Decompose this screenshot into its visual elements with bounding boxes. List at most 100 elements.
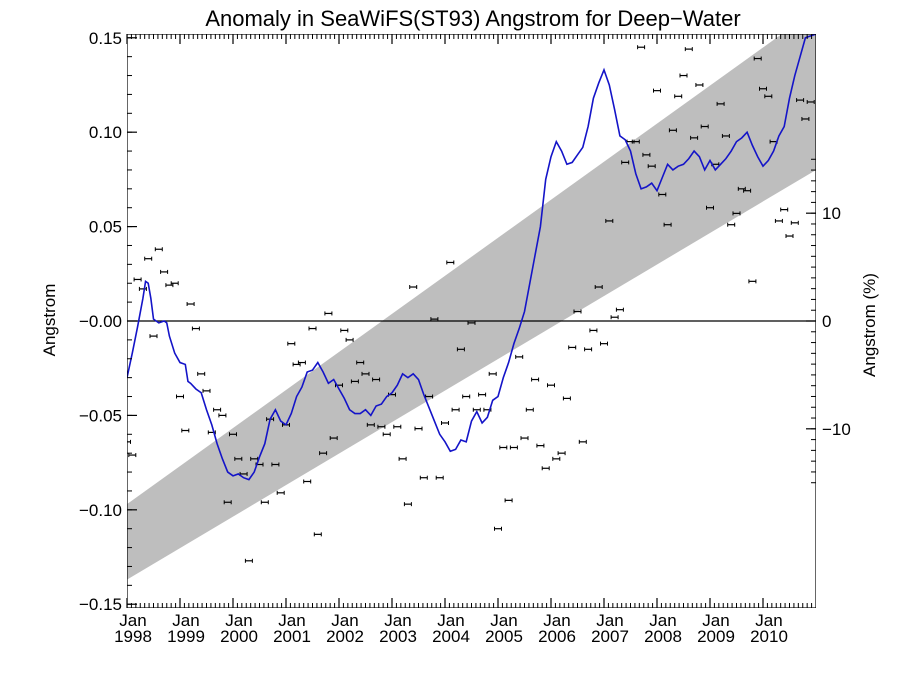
data-point bbox=[748, 279, 757, 284]
y-tick-label: −0.15 bbox=[79, 595, 122, 614]
data-point bbox=[260, 500, 269, 505]
data-point bbox=[133, 277, 142, 282]
x-tick-year-label: 1998 bbox=[114, 627, 152, 646]
data-point bbox=[356, 360, 365, 365]
data-point bbox=[430, 317, 439, 322]
data-point bbox=[218, 413, 227, 418]
data-point bbox=[303, 479, 312, 484]
smoothed-series-line bbox=[127, 34, 816, 481]
data-point bbox=[202, 388, 211, 393]
data-point bbox=[504, 498, 513, 503]
trend-band bbox=[127, 34, 816, 580]
data-point bbox=[414, 426, 423, 431]
data-point bbox=[631, 139, 640, 144]
x-tick-year-label: 2009 bbox=[697, 627, 735, 646]
data-point bbox=[181, 428, 190, 433]
data-point bbox=[297, 360, 306, 365]
data-point bbox=[361, 371, 370, 376]
x-tick-year-label: 2003 bbox=[379, 627, 417, 646]
y-tick-label: −0.00 bbox=[79, 312, 122, 331]
data-point bbox=[536, 443, 545, 448]
data-point bbox=[568, 345, 577, 350]
data-point bbox=[785, 234, 794, 239]
data-point bbox=[154, 247, 163, 252]
y-right-tick-label: 10 bbox=[822, 204, 841, 223]
data-point bbox=[488, 371, 497, 376]
y-tick-label: 0.05 bbox=[89, 218, 122, 237]
data-point bbox=[594, 285, 603, 290]
x-axis: Jan1998Jan1999Jan2000Jan2001Jan2002Jan20… bbox=[114, 34, 813, 646]
data-point bbox=[478, 392, 487, 397]
data-point bbox=[509, 445, 518, 450]
y-tick-label: −0.05 bbox=[79, 406, 122, 425]
y-right-tick-label: −10 bbox=[822, 420, 851, 439]
data-point bbox=[557, 451, 566, 456]
x-tick-month-label: Jan bbox=[172, 611, 199, 630]
data-point bbox=[706, 205, 714, 210]
data-point bbox=[547, 383, 555, 388]
data-point bbox=[494, 526, 502, 531]
data-point bbox=[753, 56, 762, 61]
data-point bbox=[223, 500, 232, 505]
data-point bbox=[366, 422, 375, 427]
data-point bbox=[716, 101, 725, 106]
data-point bbox=[541, 466, 550, 471]
data-point bbox=[796, 98, 805, 103]
data-point bbox=[456, 347, 465, 352]
x-tick-month-label: Jan bbox=[702, 611, 729, 630]
x-tick-month-label: Jan bbox=[384, 611, 411, 630]
data-point bbox=[562, 396, 571, 401]
x-tick-year-label: 2008 bbox=[644, 627, 682, 646]
data-point bbox=[674, 94, 683, 99]
data-point bbox=[600, 341, 608, 346]
data-point bbox=[790, 220, 799, 225]
data-point bbox=[170, 281, 179, 286]
data-point bbox=[780, 207, 789, 212]
y-tick-label: 0.15 bbox=[89, 29, 122, 48]
data-point bbox=[515, 354, 524, 359]
x-tick-month-label: Jan bbox=[437, 611, 464, 630]
data-point bbox=[700, 124, 709, 129]
chart-title: Anomaly in SeaWiFS(ST93) Angstrom for De… bbox=[205, 6, 740, 31]
x-tick-year-label: 2004 bbox=[432, 627, 470, 646]
data-point bbox=[759, 86, 767, 91]
y-axis-right: 10 0 −10 bbox=[806, 158, 851, 484]
data-point bbox=[467, 320, 476, 325]
x-tick-month-label: Jan bbox=[331, 611, 358, 630]
x-tick-month-label: Jan bbox=[490, 611, 517, 630]
data-point bbox=[684, 47, 693, 52]
data-point bbox=[382, 432, 391, 437]
data-point bbox=[499, 445, 508, 450]
y-right-tick-label: 0 bbox=[822, 312, 831, 331]
data-point bbox=[144, 256, 153, 261]
y-axis-label-left: Angstrom bbox=[40, 284, 59, 357]
x-tick-month-label: Jan bbox=[755, 611, 782, 630]
y-axis-left: 0.15 0.10 0.05 −0.00 −0.05 −0.10 −0.15 bbox=[79, 29, 137, 614]
x-tick-month-label: Jan bbox=[543, 611, 570, 630]
data-point bbox=[350, 379, 359, 384]
data-point bbox=[329, 436, 338, 441]
data-point bbox=[621, 160, 630, 165]
data-point bbox=[578, 439, 587, 444]
data-point bbox=[313, 532, 322, 537]
data-point bbox=[324, 311, 333, 316]
data-point bbox=[446, 260, 455, 265]
x-tick-year-label: 2002 bbox=[326, 627, 364, 646]
data-point bbox=[191, 326, 200, 331]
data-point bbox=[525, 407, 534, 412]
data-point bbox=[520, 436, 529, 441]
data-point bbox=[647, 164, 656, 169]
x-tick-year-label: 2000 bbox=[220, 627, 258, 646]
data-point bbox=[605, 218, 614, 223]
data-point bbox=[615, 307, 624, 312]
data-point bbox=[690, 135, 699, 140]
data-point bbox=[658, 192, 667, 197]
x-tick-year-label: 2007 bbox=[591, 627, 629, 646]
data-point bbox=[552, 456, 561, 461]
data-point bbox=[377, 424, 386, 429]
data-point bbox=[149, 334, 158, 339]
data-point bbox=[403, 502, 412, 507]
data-point bbox=[409, 285, 418, 290]
data-point bbox=[229, 432, 237, 437]
x-tick-month-label: Jan bbox=[225, 611, 252, 630]
